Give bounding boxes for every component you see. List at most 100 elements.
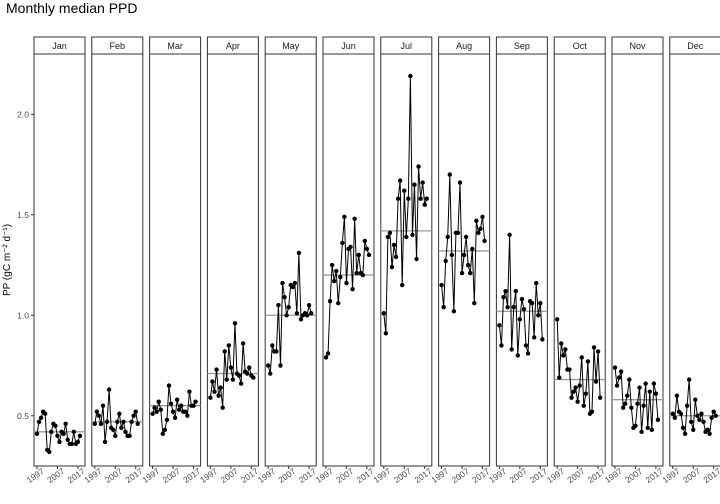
data-point [559,341,564,346]
data-point [63,421,68,426]
data-point [480,214,485,219]
data-point [168,401,174,406]
x-tick-label: 2007 [450,466,471,485]
x-tick-label: 2007 [681,466,702,485]
data-point [364,246,370,252]
data-point [356,252,361,258]
data-point [647,389,652,394]
data-point [633,423,638,429]
data-point [575,399,580,404]
data-point [329,262,335,268]
data-point [325,351,331,356]
data-point [593,379,599,384]
data-point [282,294,287,300]
data-point [336,301,341,306]
data-point [230,377,236,382]
data-point [280,280,285,286]
data-point [179,403,184,408]
data-point [164,417,170,422]
data-point [183,409,188,414]
data-point [629,405,634,410]
data-point [226,343,232,348]
data-point [290,284,295,290]
data-point [210,379,215,384]
data-point [416,164,421,169]
data-point [447,172,452,177]
data-point [191,403,196,408]
data-point [286,305,291,310]
data-point [92,421,98,426]
data-point [536,313,541,318]
data-point [266,363,271,368]
data-point [327,299,333,304]
data-point [121,419,126,424]
data-point [525,351,531,356]
data-point [641,403,646,408]
data-point [445,234,450,240]
y-tick-label: 1.0 [17,310,29,320]
data-point [614,383,620,388]
data-point [61,431,66,437]
data-point [441,305,446,310]
data-point [497,323,502,328]
data-point [649,427,655,433]
series-line [441,174,486,312]
data-point [135,421,140,426]
data-point [106,387,112,392]
facet-strip-label: Nov [629,41,646,51]
data-point [270,343,275,348]
data-point [323,355,329,360]
data-point [53,423,58,429]
data-point [65,437,70,443]
data-point [166,383,172,388]
data-point [557,375,562,380]
data-point [131,413,136,418]
data-point [674,393,680,398]
data-point [104,419,110,424]
data-point [222,349,227,354]
data-point [298,317,304,322]
data-point [691,427,696,433]
series-line [614,367,659,432]
data-point [513,288,518,294]
data-point [499,343,504,348]
x-tick-label: 1997 [603,466,624,485]
data-point [439,282,444,288]
panel-dec: Dec 1997 2007 2017 [660,36,720,485]
data-point [414,256,419,262]
x-tick-label: 1997 [140,466,161,485]
data-point [689,419,694,424]
data-point [705,427,710,433]
series-line [94,389,139,442]
data-point [391,242,397,248]
data-point [284,313,289,318]
data-point [395,196,401,201]
data-point [639,429,644,435]
x-tick-label: 1997 [82,466,103,485]
data-point [697,417,702,422]
x-tick-label: 2007 [161,466,182,485]
data-point [567,367,572,372]
data-point [232,321,238,326]
data-point [172,415,178,420]
data-point [406,196,411,201]
data-point [214,367,219,372]
panel-border [149,53,202,467]
data-point [449,252,455,258]
data-point [360,272,366,278]
x-tick-label: 2007 [392,466,413,485]
data-point [701,419,706,424]
data-point [555,317,560,322]
data-point [94,409,100,414]
data-point [643,381,648,386]
data-point [154,409,159,414]
facet-strip-label: Oct [573,41,588,51]
data-point [224,377,229,382]
data-point [268,371,273,376]
